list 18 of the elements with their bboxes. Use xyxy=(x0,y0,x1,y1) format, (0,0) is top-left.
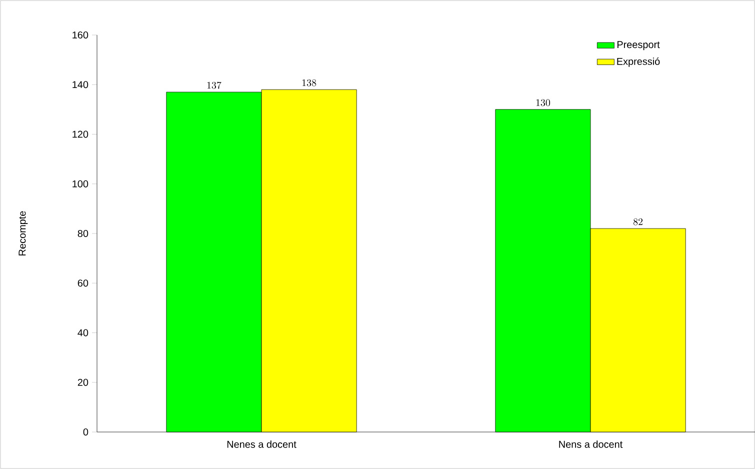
y-axis-title: Recompte xyxy=(18,211,28,256)
y-tick-label: 120 xyxy=(72,130,88,138)
data-label: 130 xyxy=(536,99,550,106)
y-tick-label: 80 xyxy=(78,230,88,238)
y-tick-label: 60 xyxy=(78,280,88,287)
y-tick-label: 140 xyxy=(72,81,88,88)
y-tick-label: 160 xyxy=(72,31,88,39)
y-tick-label: 100 xyxy=(72,180,88,188)
y-tick-label: 0 xyxy=(83,428,88,436)
legend-label: Expressió xyxy=(617,57,660,67)
x-tick-label: Nenes a docent xyxy=(227,440,296,448)
y-tick-label: 40 xyxy=(78,329,88,336)
data-label: 82 xyxy=(633,218,643,226)
data-label: 138 xyxy=(302,79,316,86)
y-tick-label: 20 xyxy=(78,378,88,386)
legend-label: Preesport xyxy=(617,41,660,50)
data-label: 137 xyxy=(207,82,222,89)
x-tick-label: Nens a docent xyxy=(559,440,623,448)
